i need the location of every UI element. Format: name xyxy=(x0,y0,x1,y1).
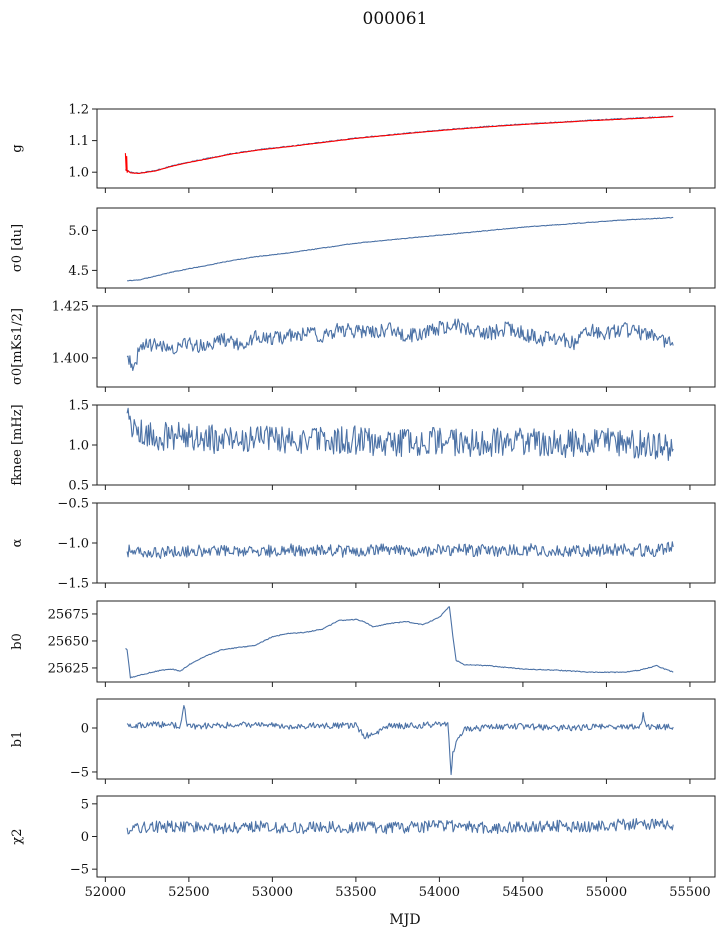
x-axis-label: MJD xyxy=(389,912,420,928)
subplot-1: 1.0 1.1 1.2 g xyxy=(10,103,716,193)
y-tick-label: −0.5 xyxy=(57,497,89,512)
y-tick-label: 5.0 xyxy=(68,224,89,239)
y-tick-label: 0 xyxy=(81,830,89,845)
subplot-2: 4.5 5.0 σ0 [du] xyxy=(10,207,716,293)
y-tick-label: 1.1 xyxy=(68,134,89,149)
y-tick-label: 1.0 xyxy=(68,439,89,454)
y-axis-label: α xyxy=(10,538,25,547)
series-line-1 xyxy=(126,541,674,559)
series-line-1 xyxy=(126,705,674,776)
axes-frame xyxy=(96,502,716,584)
y-tick-label: 1.0 xyxy=(68,166,89,181)
subplot-3: 1.400 1.425 σ0[mKs1/2] xyxy=(10,300,716,392)
x-tick-label: 55500 xyxy=(669,885,710,900)
axes-frame xyxy=(96,207,716,289)
y-tick-label: 1.5 xyxy=(68,399,89,414)
y-tick-label: 1.400 xyxy=(52,351,89,366)
y-tick-label: 25650 xyxy=(48,634,89,649)
y-tick-label: 0 xyxy=(81,722,89,737)
y-axis-label: fknee [mHz] xyxy=(10,404,25,485)
y-axis-label: g xyxy=(10,144,25,152)
y-axis-label: b1 xyxy=(10,731,25,748)
subplot-8: −5 0 5 52000 52500 53000 53500 54000 54500 55000 5… xyxy=(10,795,716,900)
y-tick-label: −1.0 xyxy=(57,537,89,552)
y-tick-label: 1.425 xyxy=(52,300,89,315)
subplot-6: 25625 25650 25675 b0 xyxy=(10,600,716,687)
x-tick-label: 52500 xyxy=(168,885,209,900)
series-line-1 xyxy=(126,216,674,282)
y-tick-label: −5 xyxy=(70,765,89,780)
x-tick-label: 53500 xyxy=(335,885,376,900)
x-tick-label: 52000 xyxy=(85,885,126,900)
series-line-1 xyxy=(126,407,674,461)
x-tick-label: 54500 xyxy=(502,885,543,900)
y-axis-label: χ2 xyxy=(10,828,25,844)
axes-frame xyxy=(96,108,716,189)
y-tick-label: 25625 xyxy=(48,661,89,676)
axes-frame xyxy=(96,600,716,683)
subplot-5: −1.5 −1.0 −0.5 α xyxy=(10,497,716,592)
subplot-7: −5 0 b1 xyxy=(10,698,716,784)
series-line-1 xyxy=(125,606,674,679)
subplot-stack: 1.0 1.1 1.2 g 4.5 5.0 σ0 [du] 1.400 1.425 σ0[mKs1… xyxy=(10,103,716,900)
series-line-2 xyxy=(124,116,674,174)
axes-frame xyxy=(96,305,716,388)
x-tick-label: 54000 xyxy=(419,885,460,900)
y-tick-label: 4.5 xyxy=(68,264,89,279)
y-axis-label: σ0[mKs1/2] xyxy=(10,308,25,385)
series-line-1 xyxy=(126,818,674,835)
y-tick-label: 1.2 xyxy=(68,103,89,118)
series-line-1 xyxy=(125,115,674,175)
y-tick-label: 25675 xyxy=(48,607,89,622)
y-axis-label: b0 xyxy=(10,633,25,650)
subplot-4: 0.5 1.0 1.5 fknee [mHz] xyxy=(10,399,716,494)
y-axis-label: σ0 [du] xyxy=(10,224,25,272)
x-tick-label: 53000 xyxy=(252,885,293,900)
y-tick-label: −1.5 xyxy=(57,577,89,592)
y-tick-label: 5 xyxy=(81,797,89,812)
axes-frame xyxy=(96,698,716,780)
y-tick-label: −5 xyxy=(70,863,89,878)
figure-title: 000061 xyxy=(363,9,428,29)
y-tick-label: 0.5 xyxy=(68,479,89,494)
x-tick-label: 55000 xyxy=(586,885,627,900)
axes-frame xyxy=(96,795,716,878)
series-line-1 xyxy=(126,318,674,372)
